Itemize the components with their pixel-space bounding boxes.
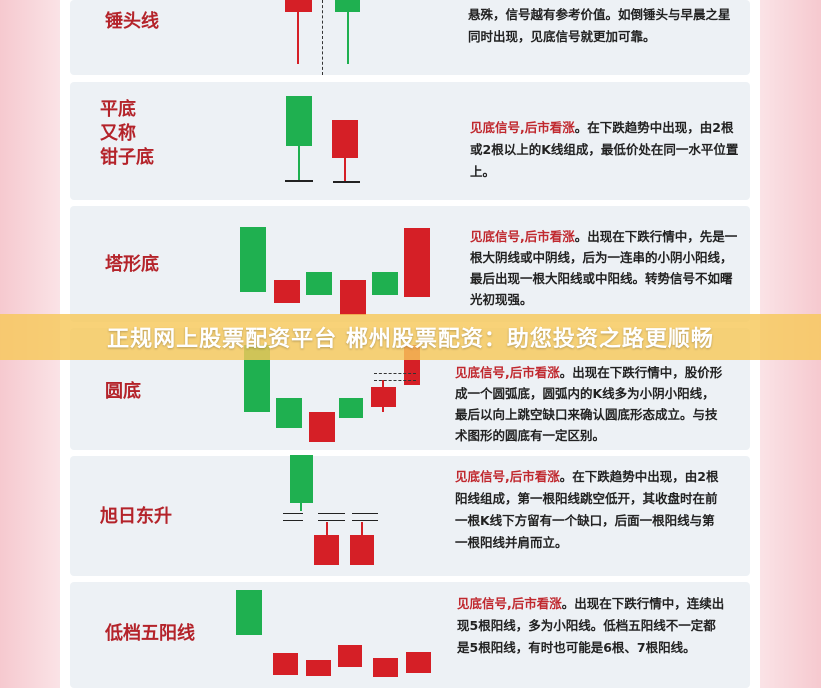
candle <box>240 227 266 292</box>
pattern-label: 锤头线 <box>105 11 159 32</box>
candle <box>350 535 374 565</box>
candle <box>306 660 331 676</box>
pattern-description: 见底信号,后市看涨。出现在下跌行情中，先是一根大阴线或中阴线，后为一连串的小阴小… <box>470 229 738 307</box>
candle <box>338 645 362 667</box>
row-rising-sun <box>70 456 750 576</box>
candle <box>335 0 360 12</box>
candle <box>276 398 302 428</box>
row-hammer <box>70 0 750 75</box>
divider-line <box>322 0 323 75</box>
gap-line <box>374 373 416 374</box>
candle <box>306 272 332 295</box>
candle <box>373 658 398 677</box>
pattern-label: 塔形底 <box>105 254 159 275</box>
pattern-description: 见底信号,后市看涨。出现在下跌行情中，股价形成一个圆弧底，圆弧内的K线多为小阴小… <box>455 365 723 443</box>
gap-line <box>283 513 303 514</box>
pattern-label: 低档五阳线 <box>105 623 195 644</box>
gap-line <box>318 513 345 514</box>
support-line <box>285 180 313 182</box>
banner-text: 正规网上股票配资平台 郴州股票配资：助您投资之路更顺畅 <box>107 327 714 352</box>
candle <box>371 387 396 407</box>
candle <box>372 272 398 295</box>
candle <box>290 455 313 503</box>
candle <box>340 280 366 315</box>
candle <box>339 398 363 418</box>
pattern-label: 旭日东升 <box>100 506 172 527</box>
pattern-description: 见底信号,后市看涨。在下跌趋势中出现，由2根或2根以上的K线组成，最低价处在同一… <box>470 120 739 179</box>
pattern-description: 见底信号,后市看涨。出现在下跌行情中，连续出现5根阳线，多为小阳线。低档五阳线不… <box>457 596 725 655</box>
gap-line <box>352 513 378 514</box>
gap-line <box>283 520 303 521</box>
candle <box>332 120 358 158</box>
gap-line <box>352 520 378 521</box>
pattern-description: 悬殊，信号越有参考价值。如倒锤头与早晨之星同时出现，见底信号就更加可靠。 <box>468 7 731 44</box>
pattern-description: 见底信号,后市看涨。在下跌趋势中出现，由2根阳线组成，第一根阳线跳空低开，其收盘… <box>455 469 719 550</box>
candle <box>286 96 312 146</box>
candle <box>273 653 298 675</box>
row-flat-bottom <box>70 82 750 200</box>
gap-line <box>318 520 345 521</box>
candle <box>404 228 430 297</box>
candle-wick <box>297 0 299 64</box>
pattern-label: 平底 又称 钳子底 <box>100 99 154 168</box>
overlay-banner: 正规网上股票配资平台 郴州股票配资：助您投资之路更顺畅 <box>0 314 821 360</box>
pattern-label: 圆底 <box>105 381 141 402</box>
candle <box>285 0 312 12</box>
support-line <box>333 181 360 183</box>
candle-wick <box>347 0 349 64</box>
candle <box>314 535 339 565</box>
gap-line <box>374 380 416 381</box>
candle <box>236 590 262 635</box>
candle <box>309 412 335 442</box>
candle <box>406 652 431 673</box>
candle <box>274 280 300 303</box>
